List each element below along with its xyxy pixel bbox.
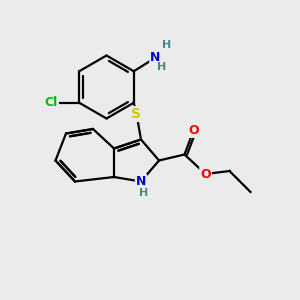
Text: O: O bbox=[200, 167, 211, 181]
Text: S: S bbox=[131, 107, 142, 121]
Text: H: H bbox=[139, 188, 148, 198]
Text: N: N bbox=[136, 175, 146, 188]
Text: H: H bbox=[162, 40, 171, 50]
Text: Cl: Cl bbox=[45, 96, 58, 109]
Text: O: O bbox=[188, 124, 199, 137]
Text: H: H bbox=[158, 62, 166, 72]
Text: N: N bbox=[150, 51, 161, 64]
